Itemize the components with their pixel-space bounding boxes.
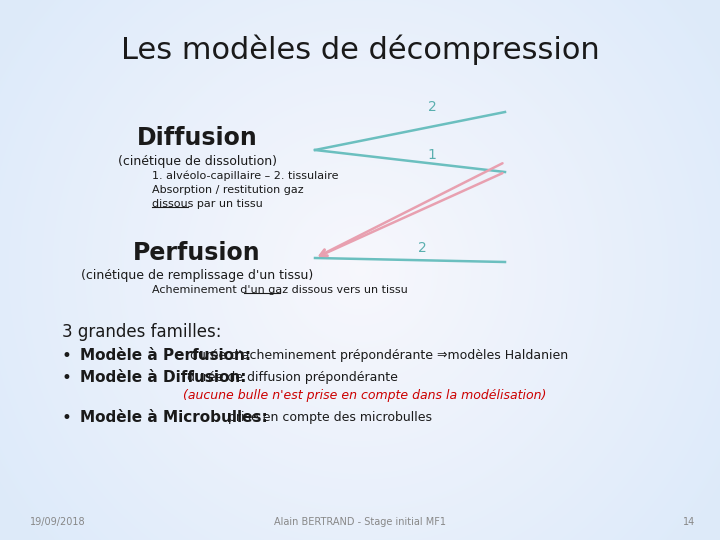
Text: Modèle à Perfusion:: Modèle à Perfusion: bbox=[80, 348, 251, 363]
Text: Acheminement d'un gaz dissous vers un tissu: Acheminement d'un gaz dissous vers un ti… bbox=[152, 285, 408, 295]
Text: dissous par un tissu: dissous par un tissu bbox=[152, 199, 263, 209]
Text: 2: 2 bbox=[418, 241, 426, 255]
Text: •: • bbox=[62, 409, 72, 427]
Text: 14: 14 bbox=[683, 517, 695, 527]
Text: Modèle à Diffusion:: Modèle à Diffusion: bbox=[80, 370, 246, 386]
Text: •: • bbox=[62, 347, 72, 365]
Text: 1. alvéolo-capillaire – 2. tissulaire: 1. alvéolo-capillaire – 2. tissulaire bbox=[152, 171, 338, 181]
Text: (cinétique de dissolution): (cinétique de dissolution) bbox=[117, 154, 276, 167]
Text: Absorption / restitution gaz: Absorption / restitution gaz bbox=[152, 185, 304, 195]
Text: Diffusion: Diffusion bbox=[137, 126, 257, 150]
Text: 19/09/2018: 19/09/2018 bbox=[30, 517, 86, 527]
Text: 1: 1 bbox=[428, 148, 436, 162]
Text: 2: 2 bbox=[428, 100, 436, 114]
Text: •: • bbox=[62, 369, 72, 387]
Text: Modèle à Microbulles:: Modèle à Microbulles: bbox=[80, 410, 268, 426]
Text: Perfusion: Perfusion bbox=[133, 241, 261, 265]
Text: Les modèles de décompression: Les modèles de décompression bbox=[121, 35, 599, 65]
Text: prise en compte des microbulles: prise en compte des microbulles bbox=[224, 411, 432, 424]
Text: 3 grandes familles:: 3 grandes familles: bbox=[62, 323, 222, 341]
Text: Alain BERTRAND - Stage initial MF1: Alain BERTRAND - Stage initial MF1 bbox=[274, 517, 446, 527]
Text: (aucune bulle n'est prise en compte dans la modélisation): (aucune bulle n'est prise en compte dans… bbox=[183, 389, 546, 402]
Text: (cinétique de remplissage d'un tissu): (cinétique de remplissage d'un tissu) bbox=[81, 268, 313, 281]
Text: durée de diffusion prépondérante: durée de diffusion prépondérante bbox=[183, 372, 398, 384]
Text: durée d'acheminement prépondérante ⇒modèles Haldanien: durée d'acheminement prépondérante ⇒modè… bbox=[186, 349, 568, 362]
